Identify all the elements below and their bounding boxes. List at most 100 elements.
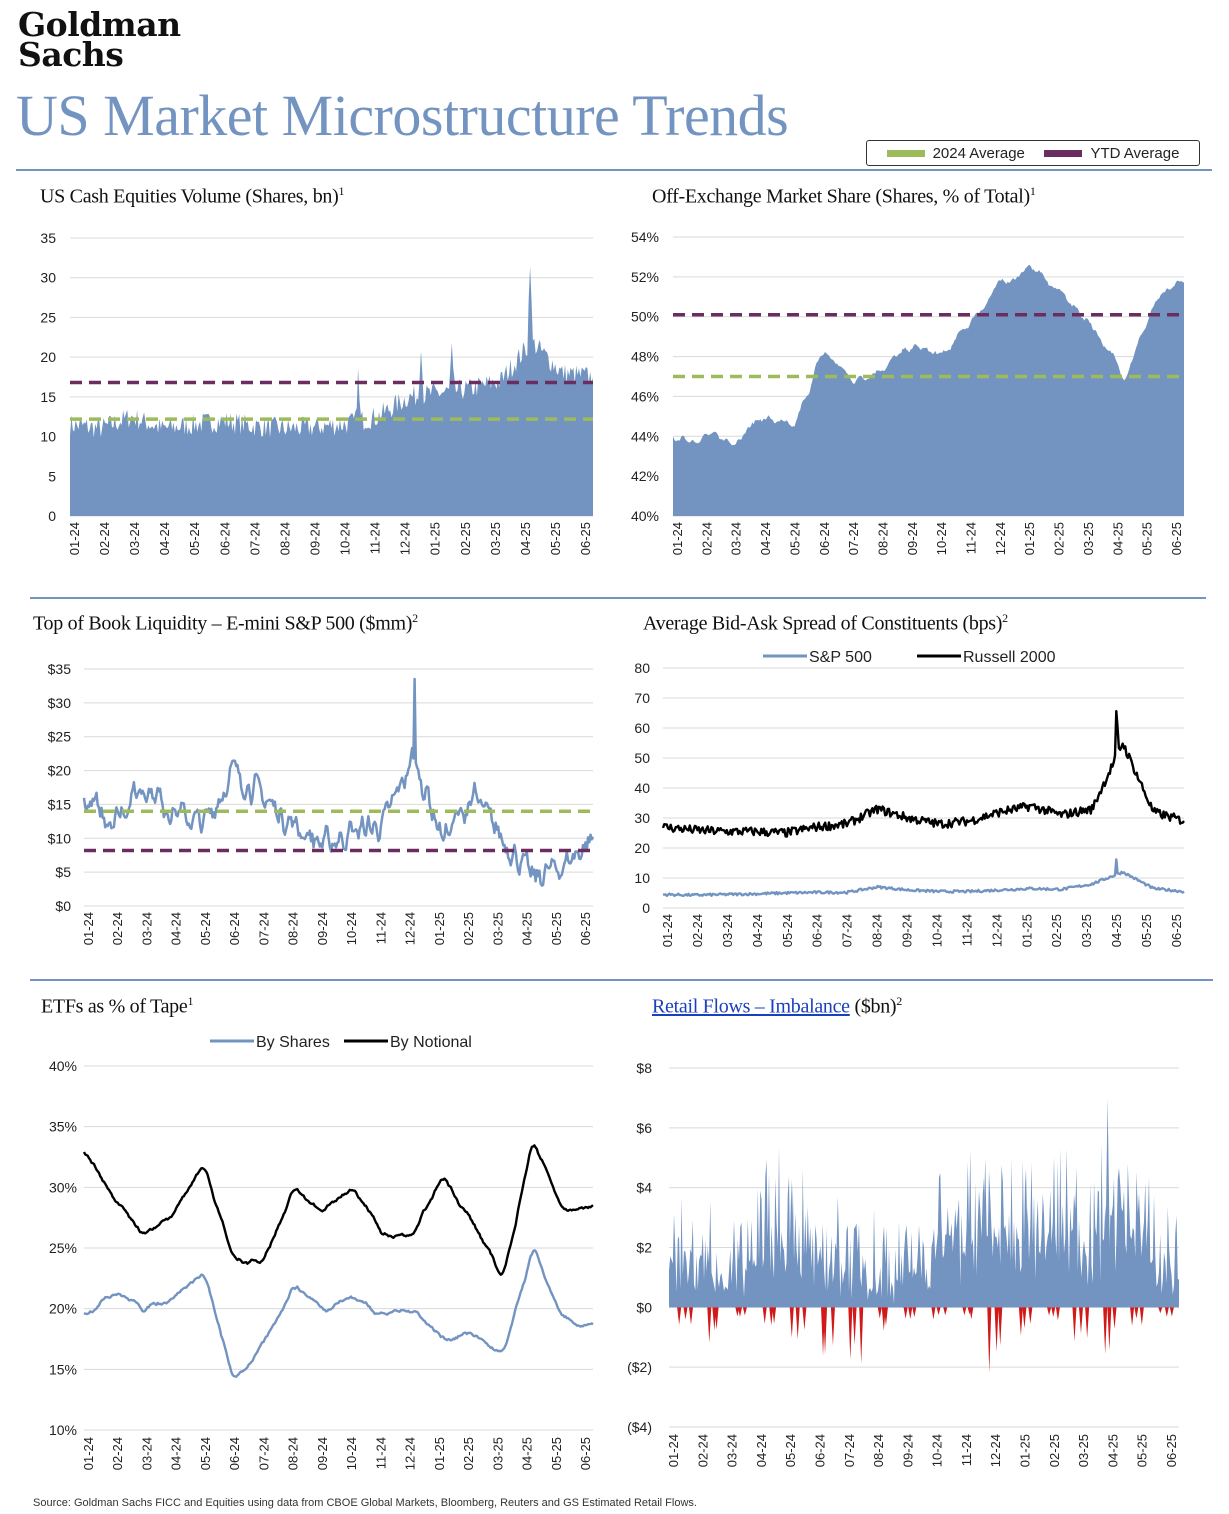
offex-x-tick-label: 11-24 [964,522,979,554]
offex-x-tick-label: 06-24 [817,522,832,555]
tob-x-tick-label: 08-24 [286,912,301,945]
retail-negative-bar [1103,1307,1108,1355]
chart-title-retail-sup: 2 [896,994,902,1008]
volume-x-tick-label: 02-24 [97,522,112,555]
retail-x-tick-label: 12-24 [988,1434,1003,1467]
retail-x-tick-label: 11-24 [959,1434,974,1466]
logo-line-1: Goldman [18,5,181,44]
tob-x-tick-label: 03-24 [139,912,154,945]
retail-y-tick-label: $4 [636,1180,652,1196]
retail-negative-bar [877,1307,882,1319]
retail-negative-bar [1055,1307,1060,1321]
spread-y-tick-label: 10 [634,870,650,886]
tob-x-tick-label: 11-24 [373,912,388,944]
spread-y-tick-label: 0 [642,900,650,916]
retail-negative-bar [962,1307,967,1316]
page-title: US Market Microstructure Trends [16,83,789,148]
retail-negative-bar [769,1307,774,1326]
offex-x-tick-label: 05-25 [1140,522,1155,555]
retail-negative-bar [943,1307,948,1316]
retail-y-tick-label: $8 [636,1060,652,1076]
volume-y-tick-label: 15 [40,389,56,405]
etf-line-series-1 [83,1249,594,1378]
chart-title-volume: US Cash Equities Volume (Shares, bn)1 [40,184,344,209]
retail-negative-bar [1139,1307,1144,1326]
spread-x-tick-label: 05-25 [1139,914,1154,947]
retail-negative-bar [735,1307,740,1317]
legend-swatch-ytd [1044,149,1083,157]
etf-y-tick-label: 25% [49,1240,77,1256]
etf-x-tick-label: 10-24 [344,1437,359,1470]
tob-x-tick-label: 03-25 [490,912,505,945]
retail-negative-bar [1028,1307,1033,1324]
retail-x-tick-label: 08-24 [871,1434,886,1467]
retail-x-tick-label: 01-25 [1018,1434,1033,1467]
volume-x-tick-label: 11-24 [368,522,383,554]
spread-y-tick-label: 50 [634,750,650,766]
retail-negative-bar [1134,1307,1139,1319]
offex-x-tick-label: 01-24 [670,522,685,555]
spread-x-tick-label: 04-24 [750,914,765,947]
retail-negative-bar [1018,1307,1023,1336]
spread-y-tick-label: 20 [634,840,650,856]
legend-item-2024: 2024 Average [886,144,1025,162]
tob-x-tick-label: 05-24 [198,912,213,945]
tob-x-tick-label: 04-25 [520,912,535,945]
retail-negative-bar [737,1307,742,1317]
offex-y-tick-label: 44% [631,428,659,444]
offex-y-tick-label: 48% [631,349,659,365]
etf-x-tick-label: 05-24 [198,1437,213,1470]
volume-x-tick-label: 09-24 [307,522,322,555]
spread-x-tick-label: 06-25 [1169,914,1184,947]
offex-x-tick-label: 02-24 [699,522,714,555]
volume-y-tick-label: 20 [40,349,56,365]
retail-x-tick-label: 10-24 [930,1434,945,1467]
volume-x-tick-label: 06-25 [578,522,593,555]
retail-x-tick-label: 05-25 [1135,1434,1150,1467]
volume-x-tick-label: 04-24 [157,522,172,555]
spread-y-tick-label: 70 [634,690,650,706]
retail-x-tick-label: 04-25 [1105,1434,1120,1467]
retail-y-tick-label: $2 [636,1240,652,1256]
chart-title-tob: Top of Book Liquidity – E-mini S&P 500 (… [33,611,418,636]
tob-x-tick-label: 01-25 [432,912,447,945]
divider-row3 [30,979,1213,981]
retail-spike-bar [1165,1256,1172,1308]
legend-label-2024: 2024 Average [932,144,1025,162]
chart-title-tob-text: Top of Book Liquidity – E-mini S&P 500 (… [33,612,413,635]
chart-title-volume-sup: 1 [338,184,345,198]
spread-x-tick-label: 09-24 [900,914,915,947]
legend-label-ytd: YTD Average [1090,144,1180,162]
tob-x-tick-label: 12-24 [403,912,418,945]
etf-x-tick-label: 01-24 [81,1437,96,1470]
offex-area-series [673,264,1184,516]
chart-title-retail-link[interactable]: Retail Flows – Imbalance [652,995,850,1018]
retail-negative-bar [912,1307,917,1317]
spread-x-tick-label: 08-24 [870,914,885,947]
retail-negative-bar [772,1307,777,1324]
offex-x-tick-label: 09-24 [905,522,920,555]
etf-y-tick-label: 10% [49,1422,77,1438]
offex-x-tick-label: 07-24 [846,522,861,555]
spread-x-tick-label: 02-24 [690,914,705,947]
tob-x-tick-label: 01-24 [81,912,96,945]
spread-y-tick-label: 30 [634,810,650,826]
volume-y-tick-label: 5 [48,468,56,484]
retail-negative-bar [936,1307,941,1315]
etf-x-tick-label: 05-25 [549,1437,564,1470]
retail-negative-bar [1158,1307,1163,1314]
offex-x-tick-label: 04-24 [758,522,773,555]
spread-x-tick-label: 02-25 [1049,914,1064,947]
offex-x-tick-label: 02-25 [1052,522,1067,555]
volume-x-tick-label: 06-24 [217,522,232,555]
retail-negative-bar [1107,1307,1112,1350]
chart-title-etf-sup: 1 [187,994,194,1008]
etf-y-tick-label: 20% [49,1301,77,1317]
etf-x-tick-label: 02-24 [110,1437,125,1470]
tob-x-tick-label: 10-24 [344,912,359,945]
etf-x-tick-label: 04-24 [169,1437,184,1470]
retail-negative-bar [1047,1307,1052,1316]
offex-y-tick-label: 40% [631,508,659,524]
spread-x-tick-label: 03-25 [1079,914,1094,947]
retail-x-tick-label: 02-24 [695,1434,710,1467]
